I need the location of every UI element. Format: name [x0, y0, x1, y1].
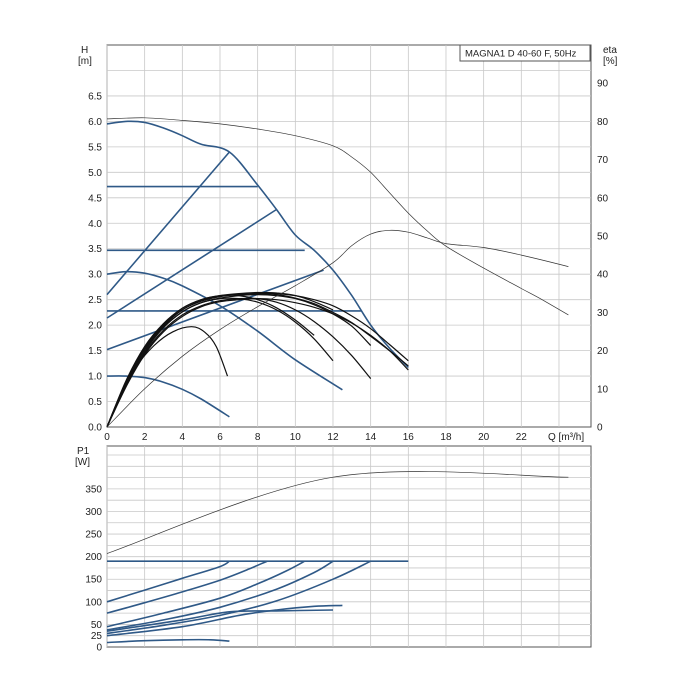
- legend-box: [459, 44, 591, 62]
- y2-tick-label: 70: [597, 155, 609, 166]
- series-line: [106, 560, 334, 631]
- y-tick-label: 3.5: [88, 244, 102, 255]
- power-y-axis-unit: [W]: [75, 457, 90, 468]
- y-tick-label: 200: [85, 552, 102, 563]
- x-tick-label: 10: [290, 432, 302, 443]
- y-tick-label: 2.5: [88, 295, 102, 306]
- y2-tick-label: 10: [597, 384, 609, 395]
- head-chart-grid: [106, 45, 591, 427]
- efficiency-axis-unit: [%]: [603, 56, 618, 67]
- series-line: [106, 270, 343, 391]
- power-chart-series: [106, 471, 569, 644]
- y2-tick-label: 40: [597, 270, 609, 281]
- flow-x-axis-title: Q [m³/h]: [548, 432, 584, 443]
- x-tick-label: 18: [440, 432, 452, 443]
- y2-tick-label: 0: [597, 423, 603, 434]
- y2-tick-label: 90: [597, 79, 609, 90]
- y-tick-label: 4.5: [88, 193, 102, 204]
- series-line: [106, 120, 409, 368]
- series-line: [106, 375, 230, 418]
- series-line: [106, 560, 268, 614]
- head-y-axis-title: H: [81, 45, 88, 56]
- y-tick-label: 1.5: [88, 346, 102, 357]
- head-y-axis-unit: [m]: [78, 56, 92, 67]
- series-line: [106, 560, 230, 603]
- y-tick-label: 100: [85, 597, 102, 608]
- y-tick-label: 3.0: [88, 270, 102, 281]
- x-tick-label: 14: [365, 432, 377, 443]
- efficiency-axis-title: eta: [603, 45, 617, 56]
- y-tick-label: 250: [85, 530, 102, 541]
- x-tick-label: 0: [104, 432, 110, 443]
- y-tick-label: 0: [96, 643, 102, 654]
- series-line: [106, 269, 324, 351]
- y2-tick-label: 60: [597, 193, 609, 204]
- series-line: [106, 471, 569, 554]
- series-line: [106, 560, 306, 628]
- x-tick-label: 16: [403, 432, 415, 443]
- y-tick-label: 350: [85, 484, 102, 495]
- x-tick-label: 22: [516, 432, 528, 443]
- y-tick-label: 25: [91, 631, 103, 642]
- y-tick-label: 300: [85, 507, 102, 518]
- legend-label: MAGNA1 D 40-60 F, 50Hz: [465, 49, 577, 60]
- head-chart-panel: 0.0 0.5 1.0 1.5 2.0 2.5 3.0 3.5 4.0 4.5 5.0 5.5 6.0 6…: [78, 44, 618, 443]
- x-tick-label: 2: [142, 432, 148, 443]
- series-line: [106, 293, 409, 428]
- series-line: [106, 229, 569, 428]
- y2-tick-label: 80: [597, 117, 609, 128]
- y2-tick-label: 20: [597, 346, 609, 357]
- y2-tick-label: 30: [597, 308, 609, 319]
- x-tick-label: 12: [327, 432, 339, 443]
- x-tick-label: 4: [180, 432, 186, 443]
- x-tick-label: 8: [255, 432, 261, 443]
- y-tick-label: 6.5: [88, 91, 102, 102]
- series-line: [106, 294, 372, 428]
- y-tick-label: 0.0: [88, 423, 102, 434]
- series-line: [106, 609, 334, 632]
- power-chart-grid: [106, 446, 591, 647]
- y-tick-label: 5.5: [88, 142, 102, 153]
- series-line: [106, 560, 372, 635]
- y2-tick-label: 50: [597, 232, 609, 243]
- y-tick-label: 1.0: [88, 372, 102, 383]
- series-line: [106, 604, 343, 637]
- y-tick-label: 150: [85, 575, 102, 586]
- head-chart-series: [106, 117, 569, 428]
- head-chart-ticks: 0.0 0.5 1.0 1.5 2.0 2.5 3.0 3.5 4.0 4.5 5.0 5.5 6.0 6…: [88, 79, 608, 443]
- series-line: [106, 638, 230, 644]
- y-tick-label: 5.0: [88, 168, 102, 179]
- head-chart-frame: [106, 44, 592, 428]
- y-tick-label: 6.0: [88, 117, 102, 128]
- y-tick-label: 2.0: [88, 321, 102, 332]
- y-tick-label: 0.5: [88, 397, 102, 408]
- series-line: [106, 208, 277, 319]
- x-tick-label: 6: [217, 432, 223, 443]
- series-line: [106, 297, 372, 428]
- y-tick-label: 50: [91, 620, 103, 631]
- power-y-axis-title: P1: [77, 446, 90, 457]
- x-tick-label: 20: [478, 432, 490, 443]
- y-tick-label: 4.0: [88, 219, 102, 230]
- series-line: [106, 151, 231, 296]
- series-line: [106, 117, 569, 316]
